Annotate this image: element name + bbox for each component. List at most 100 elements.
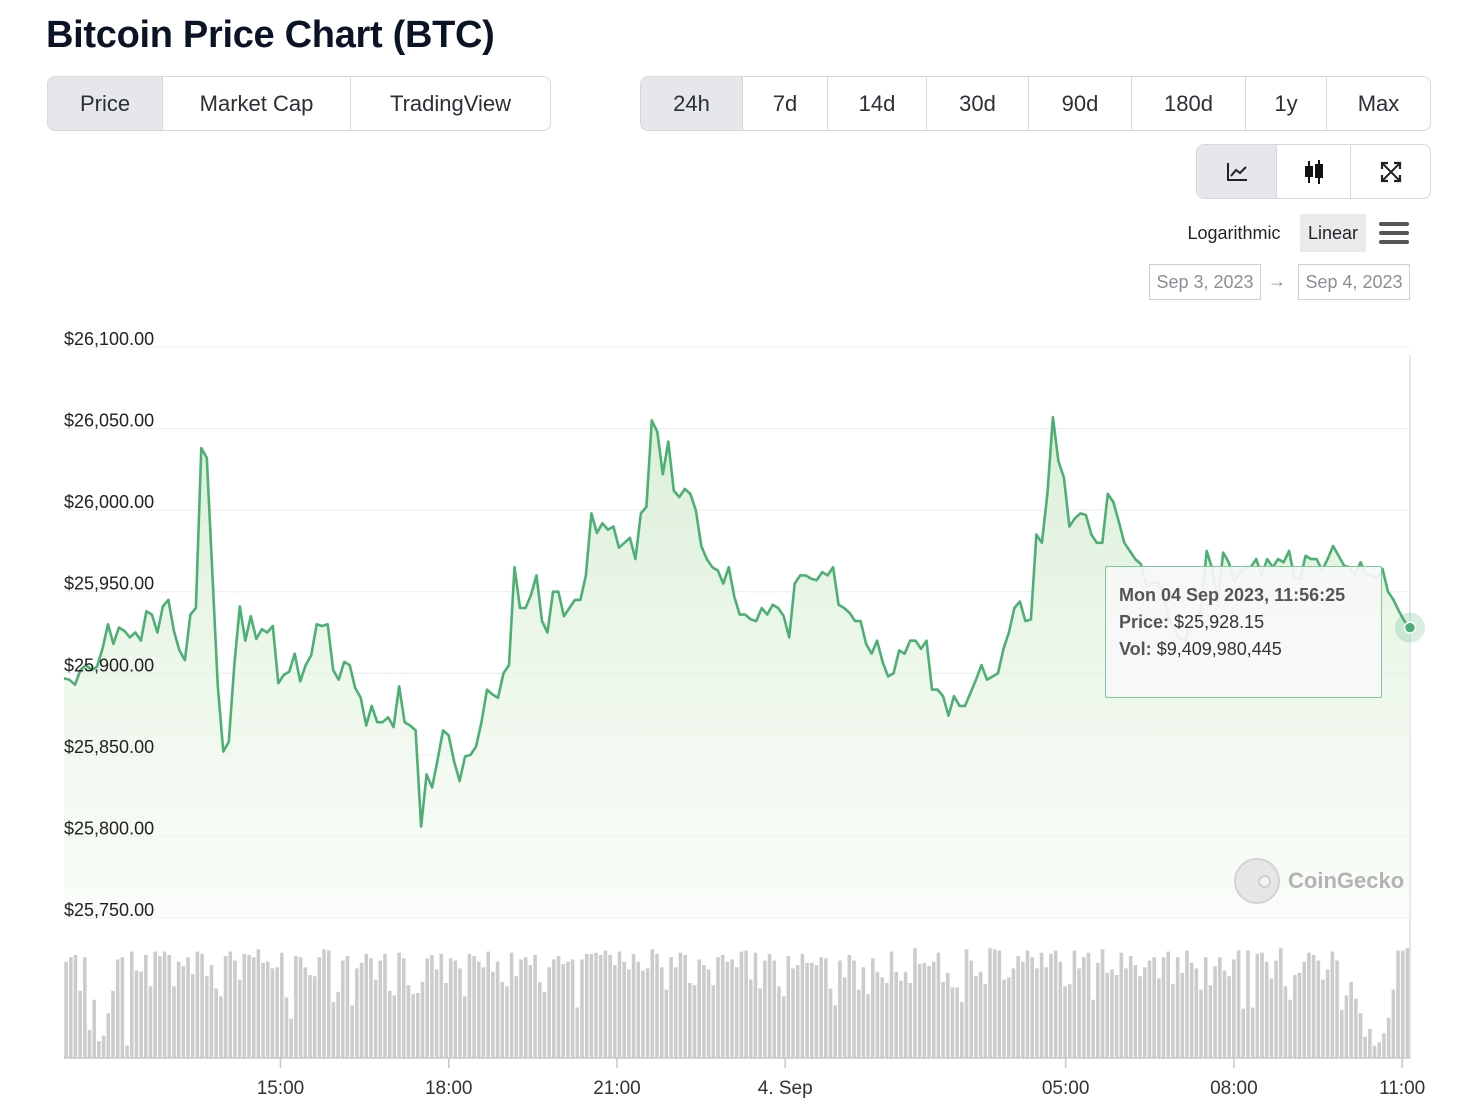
volume-bar (223, 956, 228, 1058)
volume-bar (645, 968, 650, 1058)
volume-bar (425, 958, 430, 1058)
volume-bar (1269, 978, 1274, 1058)
tab-market-cap[interactable]: Market Cap (163, 77, 351, 130)
volume-bar (683, 954, 687, 1058)
volume-bar (800, 953, 805, 1058)
volume-bar (200, 953, 204, 1058)
volume-bar (1283, 986, 1288, 1058)
volume-bar (68, 957, 73, 1058)
volume-bar (1297, 972, 1302, 1058)
volume-bar (247, 954, 251, 1058)
range-30d[interactable]: 30d (927, 77, 1029, 130)
volume-bar (1222, 970, 1227, 1058)
volume-bar (917, 963, 922, 1058)
volume-bar (974, 976, 978, 1058)
line-chart-button[interactable] (1197, 145, 1277, 198)
volume-bar (64, 961, 68, 1058)
page-title: Bitcoin Price Chart (BTC) (46, 14, 495, 56)
volume-bar (716, 957, 720, 1058)
volume-bar (1128, 956, 1133, 1058)
volume-bar (1354, 998, 1358, 1058)
volume-bar (791, 968, 795, 1058)
tab-tradingview[interactable]: TradingView (389, 90, 512, 116)
range-90d[interactable]: 90d (1029, 77, 1132, 130)
volume-bar (1021, 961, 1025, 1058)
volume-bar (1232, 959, 1236, 1058)
volume-bar (1311, 954, 1316, 1058)
volume-bar (533, 954, 537, 1058)
volume-bar (364, 953, 369, 1058)
volume-bar (1358, 1013, 1363, 1058)
volume-bar (537, 981, 542, 1058)
volume-bar (692, 985, 697, 1058)
volume-bar (908, 982, 913, 1058)
volume-bar (477, 961, 481, 1058)
range-180d[interactable]: 180d (1132, 77, 1246, 130)
volume-bar (514, 976, 519, 1058)
volume-bar (1349, 981, 1353, 1058)
volume-bar (1377, 1042, 1382, 1058)
volume-bar (833, 1005, 838, 1058)
volume-bar (1063, 986, 1067, 1058)
volume-bar (636, 961, 641, 1058)
range-max[interactable]: Max (1357, 90, 1400, 116)
tab-price[interactable]: Price (48, 77, 163, 130)
volume-bar (772, 960, 777, 1058)
y-tick-label: $25,950.00 (64, 574, 154, 594)
volume-bar (186, 957, 190, 1058)
date-to-input[interactable]: Sep 4, 2023 (1298, 264, 1410, 300)
volume-bar (598, 954, 603, 1058)
volume-bar (847, 954, 852, 1058)
volume-bar (749, 979, 753, 1058)
volume-bar (673, 967, 678, 1058)
range-7d[interactable]: 7d (743, 77, 828, 130)
volume-bar (467, 953, 472, 1058)
volume-bar (1250, 1007, 1255, 1058)
volume-bar (720, 954, 725, 1058)
volume-bar (1274, 960, 1278, 1058)
volume-bar (251, 957, 256, 1058)
volume-bar (664, 989, 669, 1058)
fullscreen-button[interactable] (1351, 145, 1430, 198)
volume-bar (542, 991, 547, 1058)
volume-bar (1316, 960, 1321, 1058)
volume-bar (359, 962, 364, 1058)
volume-bar (1166, 951, 1171, 1058)
volume-bar (345, 956, 350, 1058)
tooltip-date: Mon 04 Sep 2023, 11:56:25 (1119, 585, 1346, 605)
volume-bar (228, 951, 233, 1058)
volume-bar (486, 951, 490, 1058)
volume-bar (97, 1041, 101, 1058)
volume-bar (894, 971, 899, 1058)
y-tick-label: $25,800.00 (64, 818, 154, 838)
range-tabs: 24h 7d 14d 30d 90d 180d 1y Max (640, 76, 1431, 131)
volume-bar (561, 963, 566, 1058)
volume-bar (1067, 984, 1072, 1058)
volume-bar (861, 967, 866, 1058)
candlestick-button[interactable] (1277, 145, 1351, 198)
range-1y[interactable]: 1y (1246, 77, 1327, 130)
volume-bar (1288, 999, 1292, 1058)
volume-bar (275, 967, 279, 1058)
volume-bar (1368, 1028, 1372, 1058)
range-14d[interactable]: 14d (828, 77, 927, 130)
volume-bar (856, 989, 861, 1058)
volume-bar (1241, 1008, 1246, 1058)
tooltip-price-label: Price: (1119, 612, 1170, 632)
volume-bar (594, 952, 598, 1058)
volume-bar (1396, 950, 1400, 1058)
volume-bar (214, 988, 218, 1058)
menu-icon[interactable] (1376, 218, 1412, 248)
volume-bar (1072, 950, 1077, 1058)
scale-linear[interactable]: Linear (1300, 214, 1366, 252)
volume-bar (1171, 984, 1175, 1058)
scale-logarithmic[interactable]: Logarithmic (1187, 222, 1281, 243)
volume-bar (575, 1007, 580, 1058)
range-24h[interactable]: 24h (641, 77, 743, 130)
x-tick-label: 4. Sep (758, 1078, 813, 1099)
volume-bar (767, 953, 772, 1058)
date-from-input[interactable]: Sep 3, 2023 (1149, 264, 1261, 300)
volume-bar (261, 962, 265, 1058)
volume-bar (270, 968, 275, 1058)
price-chart[interactable]: $25,750.00 $25,800.00 $25,850.00 $25,900.00… (0, 320, 1472, 1112)
